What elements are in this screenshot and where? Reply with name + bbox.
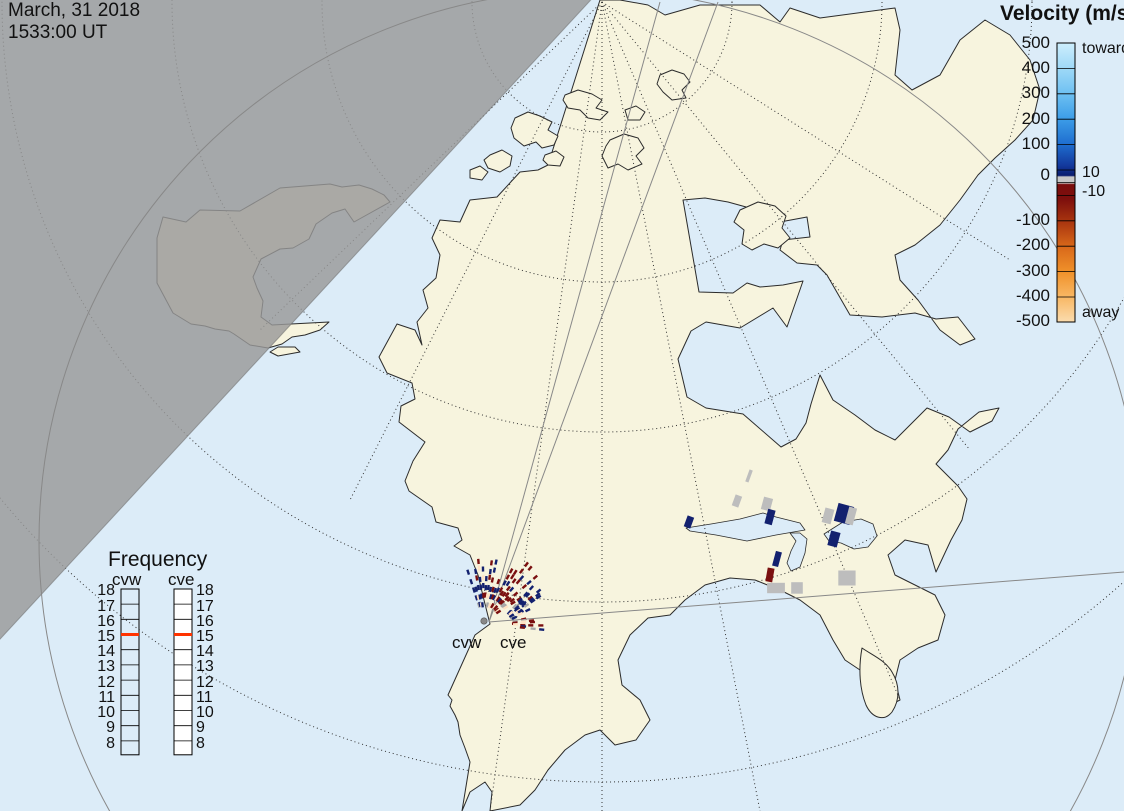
svg-text:cve: cve	[168, 570, 194, 589]
svg-text:-300: -300	[1016, 261, 1050, 280]
svg-text:8: 8	[196, 735, 205, 752]
svg-text:toward: toward	[1082, 40, 1124, 57]
svg-text:200: 200	[1022, 109, 1050, 128]
svg-text:13: 13	[196, 658, 214, 675]
svg-text:18: 18	[97, 582, 115, 599]
svg-text:100: 100	[1022, 134, 1050, 153]
svg-text:500: 500	[1022, 33, 1050, 52]
svg-text:Frequency: Frequency	[108, 548, 208, 571]
svg-text:18: 18	[196, 582, 214, 599]
svg-text:-500: -500	[1016, 311, 1050, 330]
svg-text:Velocity (m/s): Velocity (m/s)	[1000, 2, 1124, 25]
svg-text:0: 0	[1041, 165, 1050, 184]
svg-text:1533:00 UT: 1533:00 UT	[8, 22, 108, 43]
svg-text:13: 13	[97, 658, 115, 675]
svg-text:cve: cve	[500, 633, 526, 652]
svg-text:cvw: cvw	[452, 633, 482, 652]
svg-text:400: 400	[1022, 58, 1050, 77]
svg-text:away: away	[1082, 304, 1119, 321]
svg-text:300: 300	[1022, 83, 1050, 102]
svg-text:9: 9	[196, 719, 205, 736]
svg-text:March, 31 2018: March, 31 2018	[8, 0, 140, 21]
svg-text:-200: -200	[1016, 235, 1050, 254]
svg-text:cvw: cvw	[112, 570, 142, 589]
svg-text:-100: -100	[1016, 210, 1050, 229]
svg-text:-10: -10	[1082, 183, 1105, 200]
svg-text:-400: -400	[1016, 286, 1050, 305]
svg-text:10: 10	[1082, 164, 1100, 181]
svg-text:8: 8	[106, 735, 115, 752]
svg-text:9: 9	[106, 719, 115, 736]
